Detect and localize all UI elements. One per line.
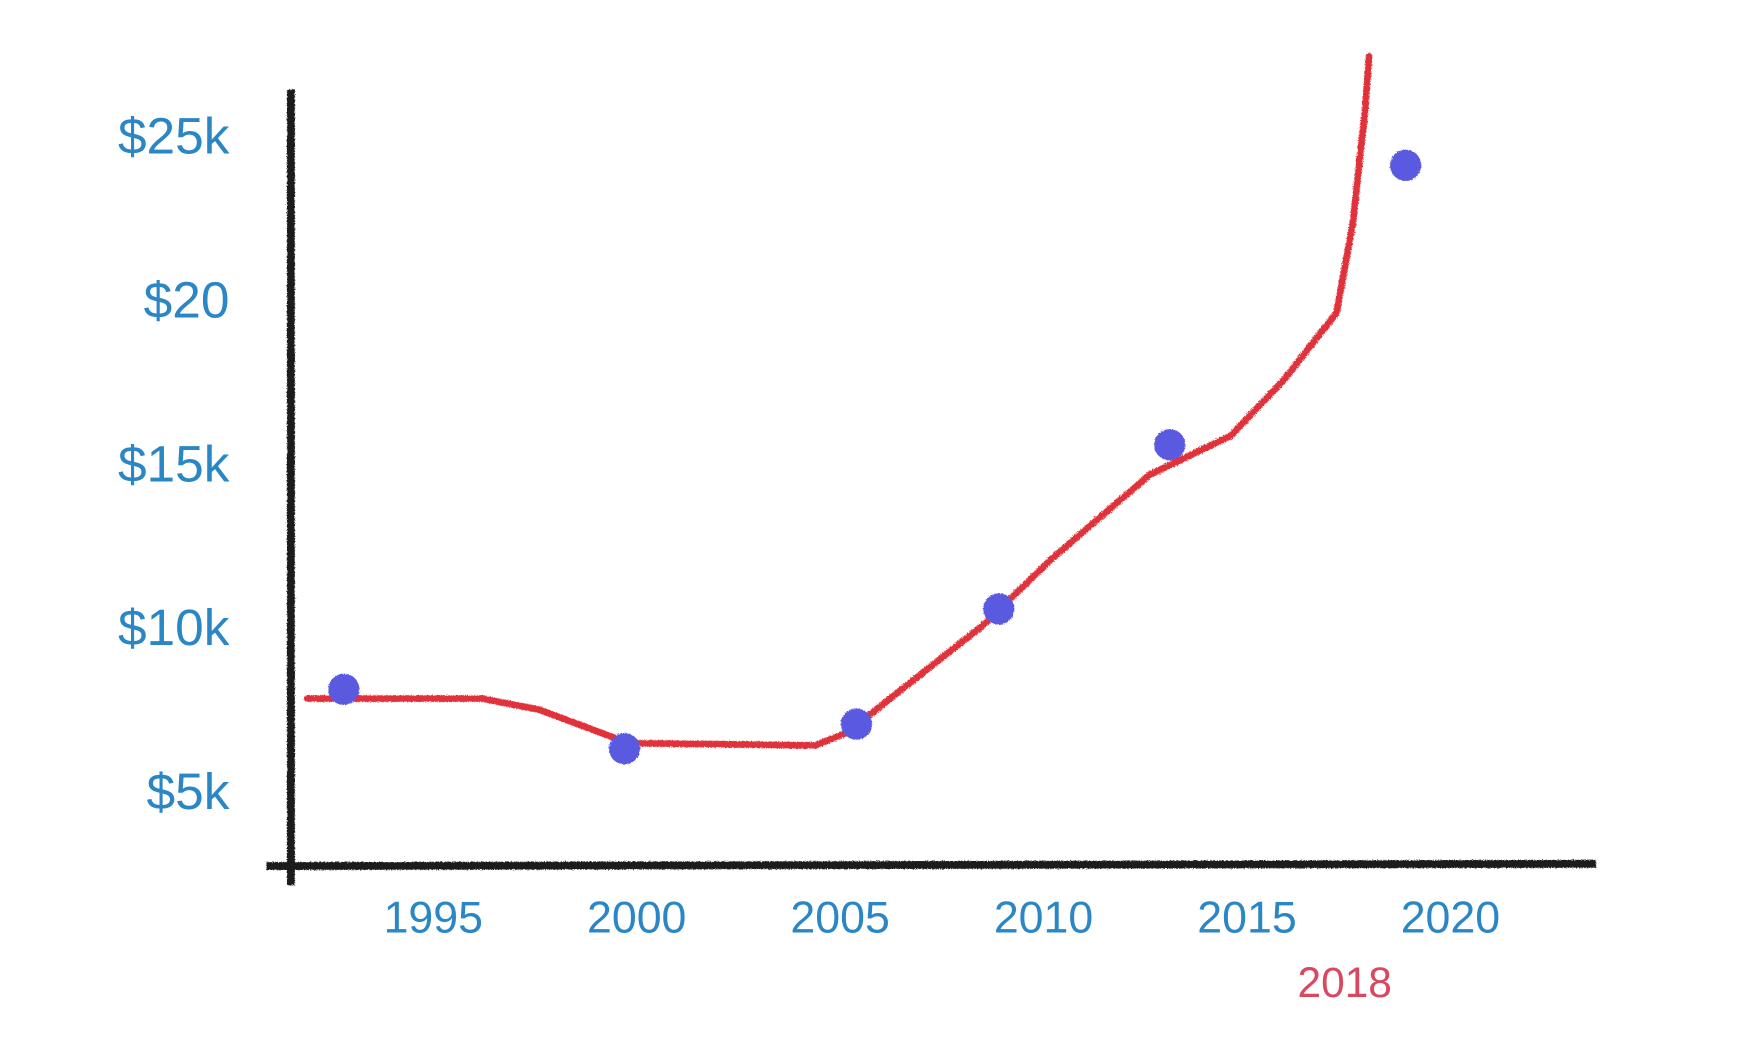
data-point	[1390, 149, 1422, 182]
x-axis	[266, 859, 1597, 870]
y-tick-label: $25k	[118, 106, 230, 164]
data-point	[608, 733, 641, 765]
x-tick-label: 2005	[790, 894, 889, 943]
y-tick-label: $10k	[118, 598, 230, 656]
x-tick-label: 1995	[384, 894, 483, 943]
annotation: 2018	[1297, 959, 1391, 1006]
data-line	[303, 52, 1373, 749]
x-tick-label: 2015	[1197, 894, 1296, 943]
x-tick-label: 2020	[1401, 894, 1500, 943]
data-point	[328, 673, 360, 705]
y-tick-label: $20	[144, 270, 230, 328]
data-point	[1154, 429, 1186, 461]
data-point	[983, 593, 1015, 625]
x-tick-label: 2000	[587, 894, 686, 943]
x-tick-label: 2010	[994, 894, 1093, 943]
axes	[266, 89, 1597, 886]
data-point	[840, 708, 873, 740]
y-tick-label: $5k	[147, 762, 230, 820]
y-tick-label: $15k	[118, 434, 230, 492]
